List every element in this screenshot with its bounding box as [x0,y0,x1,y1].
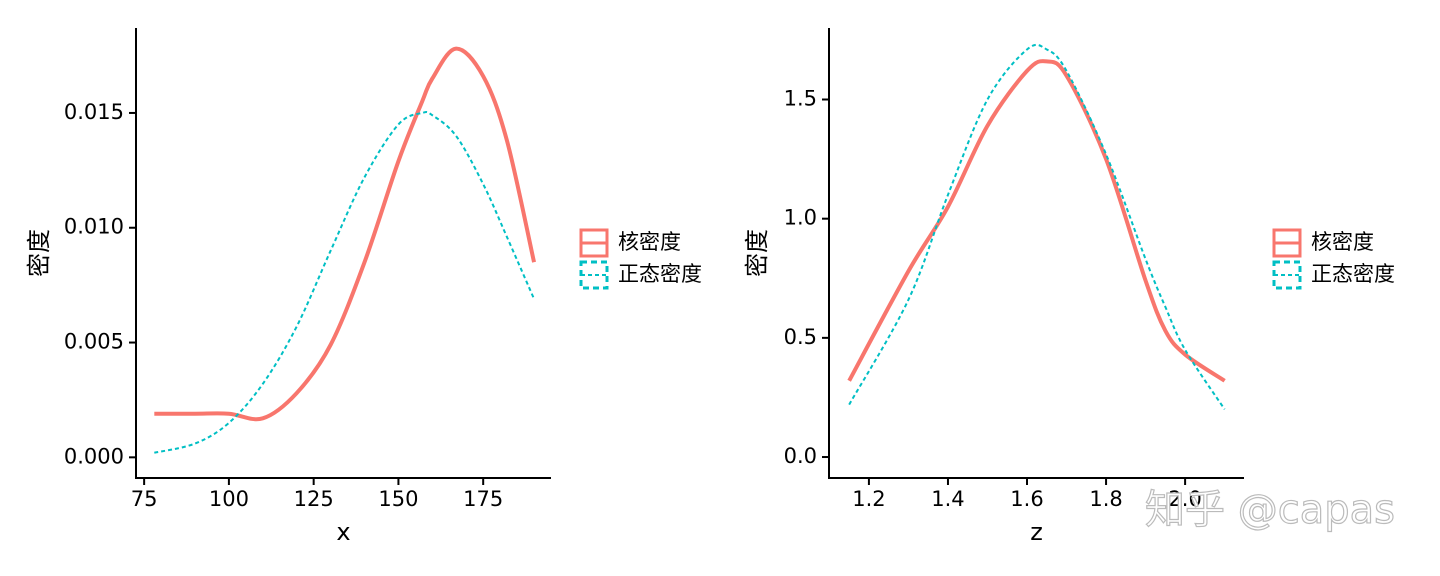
y-axis-label: 密度 [743,229,771,277]
x-tick-label: 75 [131,487,158,511]
x-tick-label: 1.6 [1010,487,1043,511]
x-axis-label: x [336,518,350,546]
x-tick-label: 100 [209,487,249,511]
y-tick-label: 1.0 [784,206,817,230]
x-tick-label: 1.2 [852,487,885,511]
y-tick-label: 1.5 [784,87,817,111]
density-line [847,59,1226,383]
x-tick-label: 2.0 [1168,487,1201,511]
x-tick-label: 1.8 [1089,487,1122,511]
y-axis-label: 密度 [25,229,53,277]
legend-label: 核密度 [1311,230,1374,254]
x-tick-label: 1.4 [931,487,964,511]
y-tick-label: 0.0 [784,444,817,468]
watermark: 知乎 @capas [1145,487,1395,533]
x-tick-label: 175 [463,487,503,511]
legend-label: 正态密度 [618,262,702,286]
legend-label: 正态密度 [1311,262,1395,286]
y-tick-label: 0.5 [784,325,817,349]
density-line [848,43,1226,410]
density-line [154,110,535,454]
axes [828,28,1244,479]
x-tick-label: 150 [378,487,418,511]
y-tick-label: 0.000 [64,444,124,468]
y-tick-label: 0.005 [64,330,124,354]
x-axis-label: z [1030,518,1043,546]
y-tick-label: 0.015 [64,100,124,124]
density-line [154,46,536,422]
legend-label: 核密度 [618,230,681,254]
x-tick-label: 125 [294,487,334,511]
axes [135,28,551,479]
y-tick-label: 0.010 [64,215,124,239]
